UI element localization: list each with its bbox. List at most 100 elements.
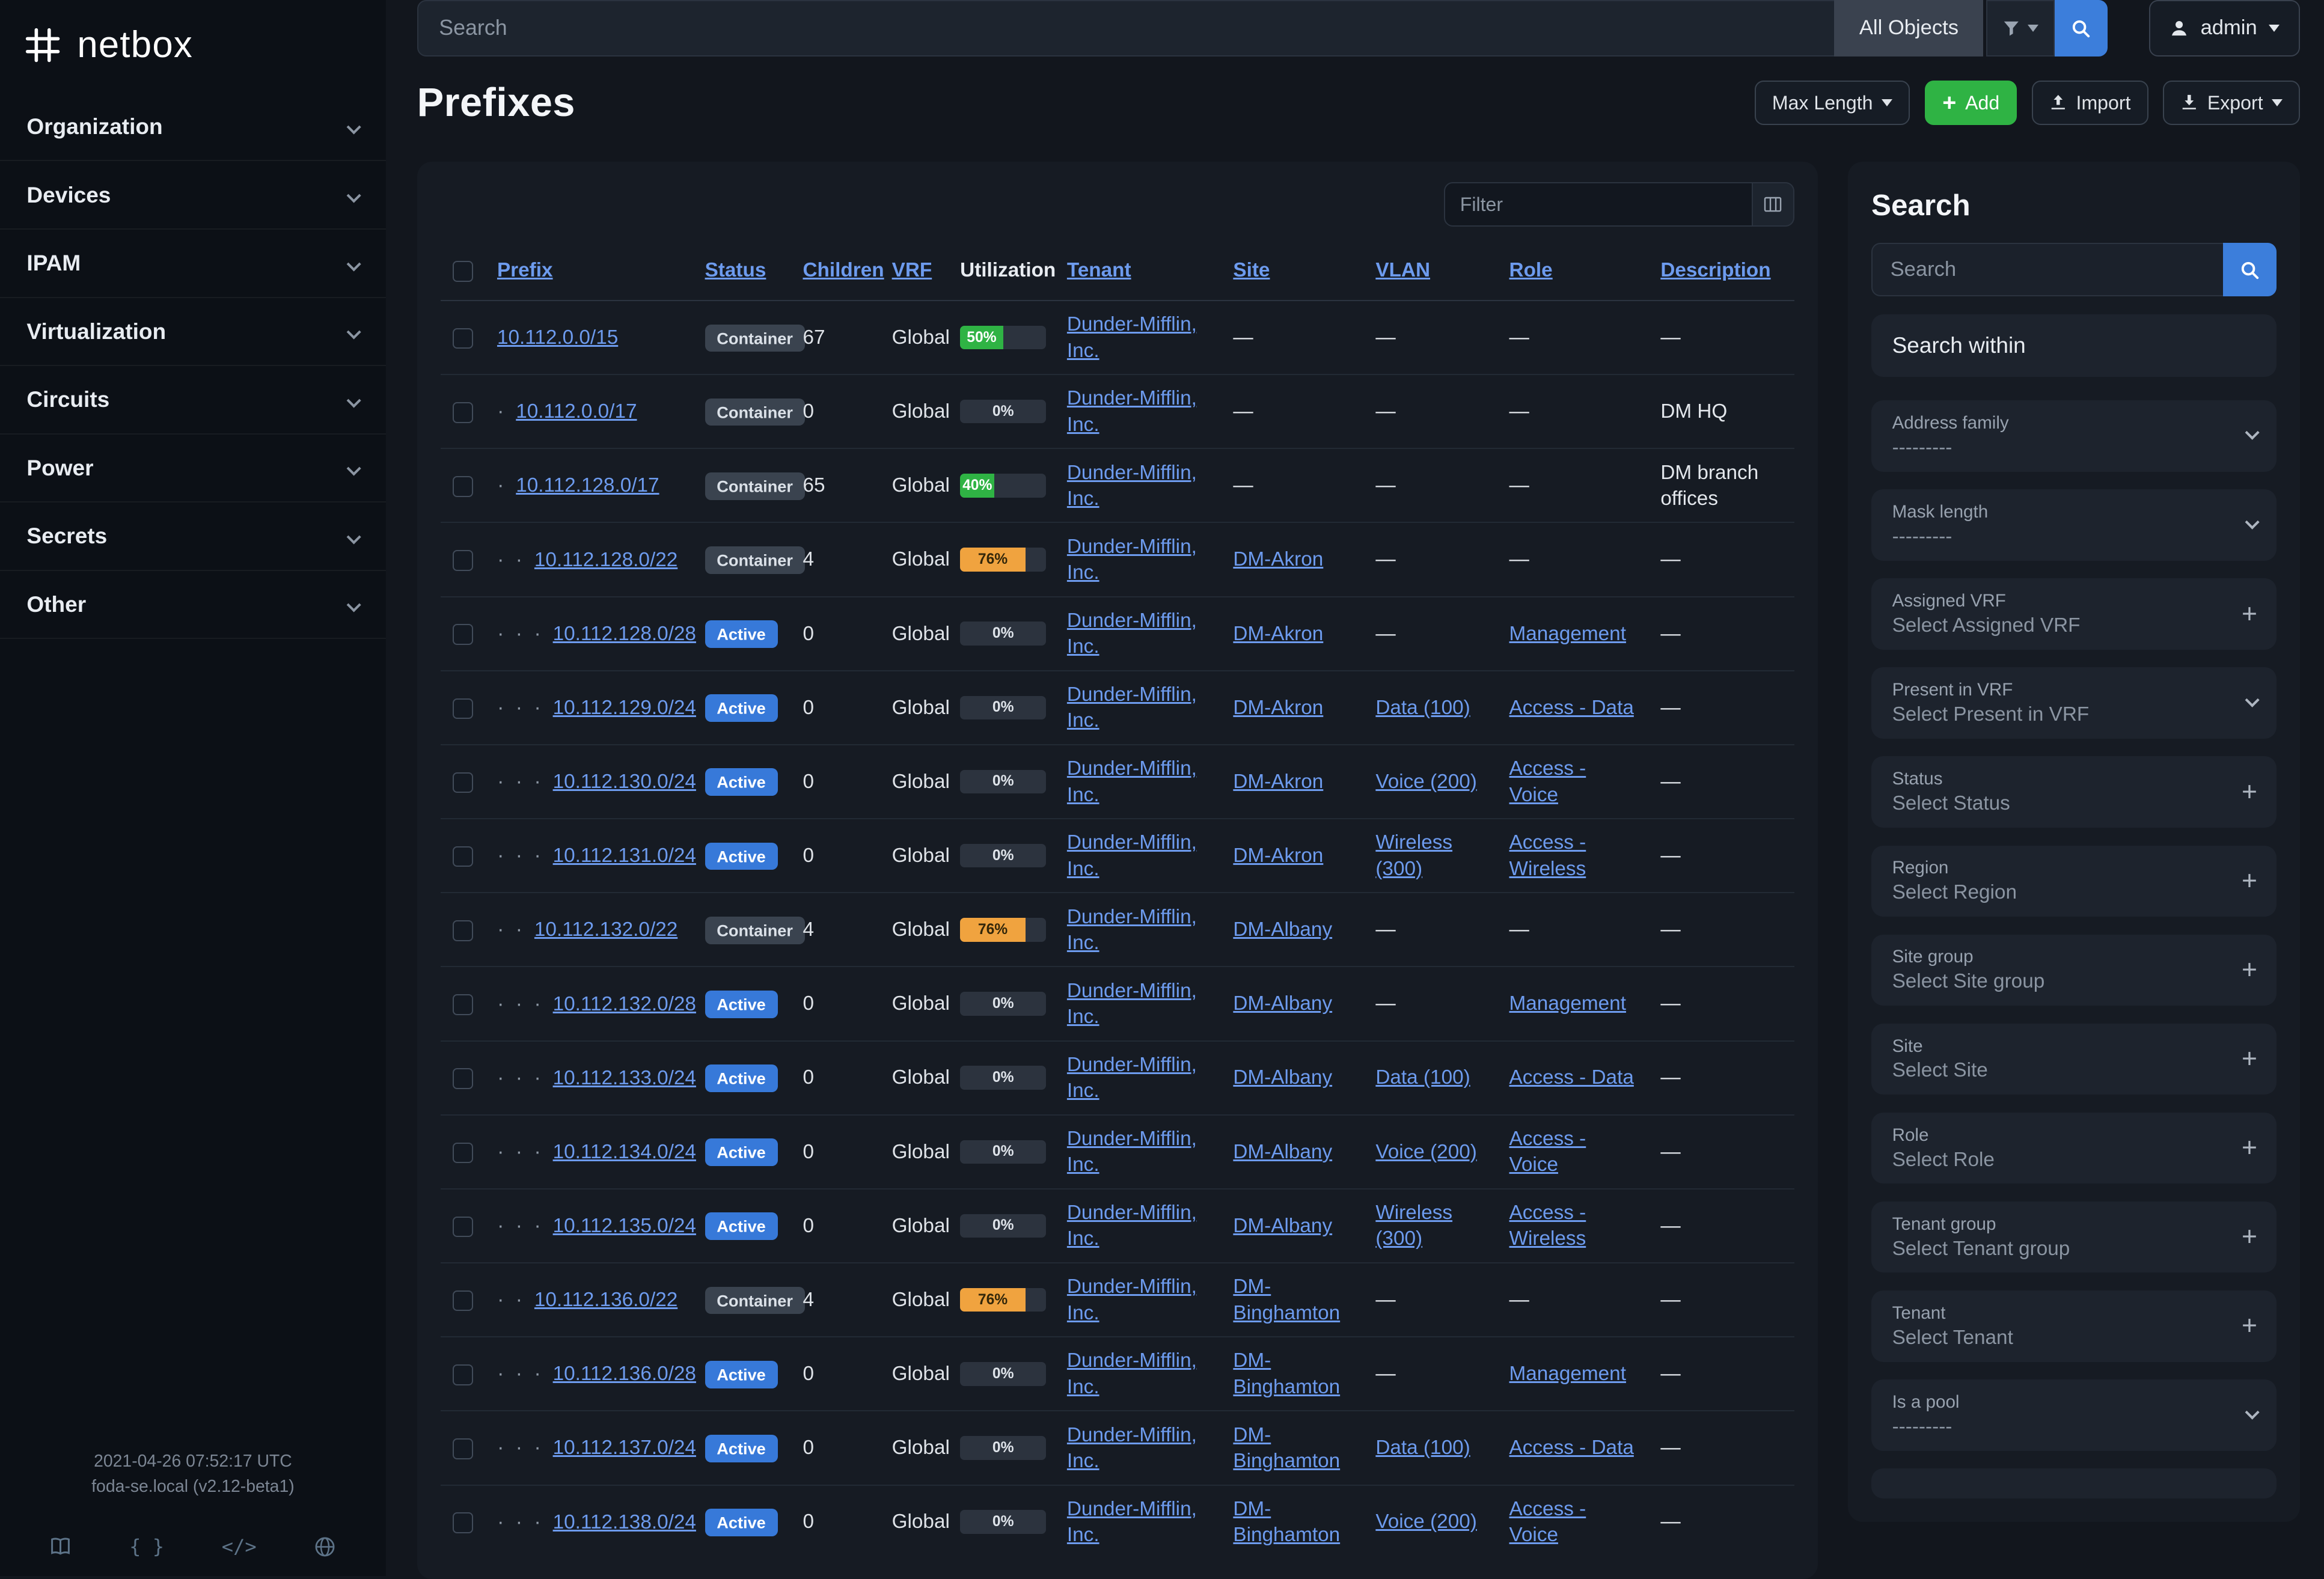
tenant-link[interactable]: Dunder-Mifflin, Inc. — [1066, 831, 1197, 880]
tenant-link[interactable]: Dunder-Mifflin, Inc. — [1066, 313, 1197, 362]
filter-field[interactable]: Present in VRF Select Present in VRF + — [1871, 667, 2277, 739]
docs-icon[interactable] — [49, 1536, 72, 1558]
select-all-checkbox[interactable] — [452, 261, 474, 282]
site-link[interactable]: DM-Albany — [1233, 1066, 1333, 1089]
column-header-status[interactable]: Status — [693, 244, 791, 301]
prefix-link[interactable]: 10.112.0.0/17 — [516, 400, 637, 423]
vlan-link[interactable]: Voice (200) — [1375, 770, 1477, 793]
row-checkbox[interactable] — [452, 698, 474, 719]
tenant-link[interactable]: Dunder-Mifflin, Inc. — [1066, 757, 1197, 806]
netbox-logo[interactable]: netbox — [0, 0, 386, 93]
prefix-link[interactable]: 10.112.130.0/24 — [552, 771, 696, 793]
panel-search-button[interactable] — [2223, 243, 2277, 297]
prefix-link[interactable]: 10.112.128.0/17 — [516, 474, 659, 497]
site-link[interactable]: DM-Binghamton — [1233, 1423, 1341, 1472]
vlan-link[interactable]: Data (100) — [1375, 696, 1470, 719]
row-checkbox[interactable] — [452, 1216, 474, 1238]
role-link[interactable]: Access - Data — [1509, 1437, 1634, 1459]
search-filter-dropdown[interactable] — [1986, 0, 2055, 57]
site-link[interactable]: DM-Binghamton — [1233, 1275, 1341, 1324]
prefix-link[interactable]: 10.112.136.0/28 — [552, 1363, 696, 1385]
role-link[interactable]: Management — [1509, 622, 1626, 645]
site-link[interactable]: DM-Binghamton — [1233, 1497, 1341, 1547]
row-checkbox[interactable] — [452, 920, 474, 941]
row-checkbox[interactable] — [452, 1364, 474, 1385]
vlan-link[interactable]: Data (100) — [1375, 1066, 1470, 1089]
role-link[interactable]: Access - Voice — [1509, 1497, 1586, 1547]
site-link[interactable]: DM-Akron — [1233, 696, 1324, 719]
tenant-link[interactable]: Dunder-Mifflin, Inc. — [1066, 609, 1197, 658]
import-button[interactable]: Import — [2032, 81, 2148, 126]
code-icon[interactable]: </> — [221, 1535, 257, 1559]
sidebar-item[interactable]: Circuits — [0, 366, 386, 435]
prefix-link[interactable]: 10.112.132.0/28 — [552, 992, 696, 1015]
sidebar-item[interactable]: Secrets — [0, 502, 386, 571]
tenant-link[interactable]: Dunder-Mifflin, Inc. — [1066, 1423, 1197, 1472]
prefix-link[interactable]: 10.112.128.0/28 — [552, 622, 696, 645]
site-link[interactable]: DM-Akron — [1233, 548, 1324, 571]
site-link[interactable]: DM-Albany — [1233, 918, 1333, 941]
row-checkbox[interactable] — [452, 550, 474, 571]
search-submit-button[interactable] — [2054, 0, 2108, 57]
api-braces-icon[interactable]: { } — [129, 1535, 165, 1559]
global-search-input[interactable] — [417, 0, 1835, 57]
filter-field[interactable]: Assigned VRF Select Assigned VRF + — [1871, 578, 2277, 650]
globe-icon[interactable] — [314, 1536, 336, 1558]
max-length-dropdown[interactable]: Max Length — [1754, 81, 1910, 126]
sidebar-item[interactable]: Power — [0, 435, 386, 503]
vlan-link[interactable]: Voice (200) — [1375, 1510, 1477, 1533]
sidebar-item[interactable]: IPAM — [0, 230, 386, 298]
row-checkbox[interactable] — [452, 402, 474, 423]
column-header-tenant[interactable]: Tenant — [1055, 244, 1222, 301]
row-checkbox[interactable] — [452, 328, 474, 349]
tenant-link[interactable]: Dunder-Mifflin, Inc. — [1066, 1202, 1197, 1250]
sidebar-item[interactable]: Other — [0, 571, 386, 640]
role-link[interactable]: Access - Data — [1509, 1066, 1634, 1089]
prefix-link[interactable]: 10.112.133.0/24 — [552, 1066, 696, 1089]
prefix-link[interactable]: 10.112.134.0/24 — [552, 1140, 696, 1163]
row-checkbox[interactable] — [452, 624, 474, 646]
role-link[interactable]: Management — [1509, 1363, 1626, 1385]
vlan-link[interactable]: Data (100) — [1375, 1437, 1470, 1459]
column-header-prefix[interactable]: Prefix — [485, 244, 693, 301]
user-menu-button[interactable]: admin — [2148, 0, 2301, 57]
tenant-link[interactable]: Dunder-Mifflin, Inc. — [1066, 1349, 1197, 1398]
tenant-link[interactable]: Dunder-Mifflin, Inc. — [1066, 1127, 1197, 1176]
filter-field[interactable]: Region Select Region + — [1871, 845, 2277, 917]
filter-field[interactable]: Is a pool --------- + — [1871, 1379, 2277, 1451]
search-scope-button[interactable]: All Objects — [1834, 0, 1984, 57]
configure-columns-button[interactable] — [1752, 182, 1794, 227]
prefix-link[interactable]: 10.112.129.0/24 — [552, 696, 696, 719]
prefix-link[interactable]: 10.112.135.0/24 — [552, 1214, 696, 1237]
row-checkbox[interactable] — [452, 476, 474, 497]
row-checkbox[interactable] — [452, 1290, 474, 1312]
tenant-link[interactable]: Dunder-Mifflin, Inc. — [1066, 1497, 1197, 1547]
role-link[interactable]: Access - Wireless — [1509, 1202, 1586, 1250]
prefix-link[interactable]: 10.112.132.0/22 — [534, 918, 678, 941]
tenant-link[interactable]: Dunder-Mifflin, Inc. — [1066, 1053, 1197, 1102]
filter-field[interactable]: Tenant group Select Tenant group + — [1871, 1201, 2277, 1273]
prefix-link[interactable]: 10.112.0.0/15 — [497, 326, 619, 349]
role-link[interactable]: Access - Data — [1509, 696, 1634, 719]
filter-field[interactable]: Site group Select Site group + — [1871, 934, 2277, 1006]
role-link[interactable]: Management — [1509, 992, 1626, 1015]
column-header-site[interactable]: Site — [1221, 244, 1364, 301]
column-header-vrf[interactable]: VRF — [879, 244, 949, 301]
vlan-link[interactable]: Wireless (300) — [1375, 831, 1453, 880]
prefix-link[interactable]: 10.112.138.0/24 — [552, 1510, 696, 1533]
prefix-link[interactable]: 10.112.136.0/22 — [534, 1289, 678, 1312]
row-checkbox[interactable] — [452, 994, 474, 1015]
row-checkbox[interactable] — [452, 1438, 474, 1459]
column-header-children[interactable]: Children — [790, 244, 884, 301]
row-checkbox[interactable] — [452, 1142, 474, 1164]
site-link[interactable]: DM-Binghamton — [1233, 1349, 1341, 1398]
row-checkbox[interactable] — [452, 846, 474, 867]
site-link[interactable]: DM-Albany — [1233, 1140, 1333, 1163]
filter-field[interactable]: Status Select Status + — [1871, 756, 2277, 828]
row-checkbox[interactable] — [452, 772, 474, 793]
vlan-link[interactable]: Wireless (300) — [1375, 1202, 1453, 1250]
prefix-link[interactable]: 10.112.128.0/22 — [534, 548, 678, 571]
filter-field[interactable]: Mask length --------- + — [1871, 489, 2277, 561]
prefix-link[interactable]: 10.112.131.0/24 — [552, 844, 696, 867]
tenant-link[interactable]: Dunder-Mifflin, Inc. — [1066, 979, 1197, 1028]
